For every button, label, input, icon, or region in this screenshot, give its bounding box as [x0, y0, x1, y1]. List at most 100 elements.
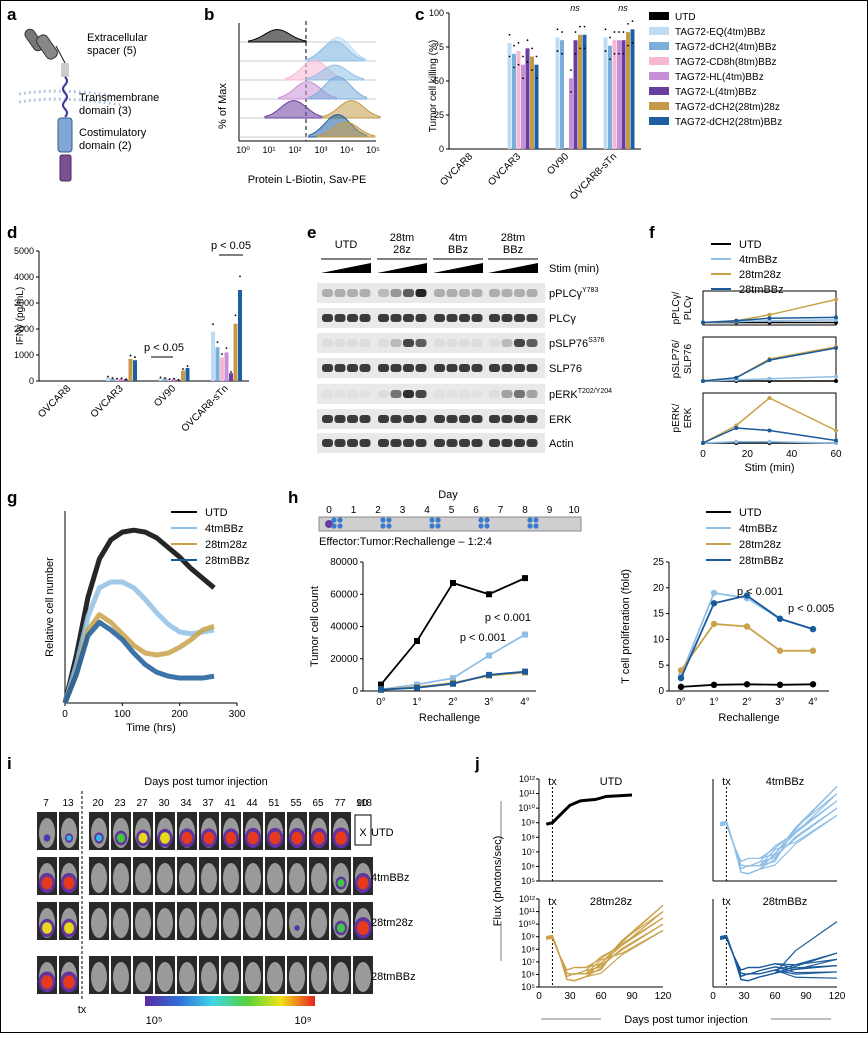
blot-band — [501, 314, 513, 322]
blot-row-label: pSLP76S376 — [549, 337, 605, 350]
bar — [534, 64, 539, 149]
blot-band — [334, 415, 346, 423]
xtick-label: 120 — [655, 991, 672, 1002]
data-point — [574, 52, 577, 55]
blot-band — [459, 364, 470, 372]
label-tm-domain: domain (3) — [79, 105, 132, 117]
xtick-label: 60 — [595, 991, 607, 1002]
ytick-label: 1000 — [14, 350, 34, 360]
data-point — [111, 377, 114, 379]
legend-swatch — [649, 57, 669, 65]
ylabel: Relative cell number — [44, 557, 56, 657]
blot-band — [459, 289, 470, 297]
histogram-tick: 10⁴ — [340, 145, 354, 155]
data-point — [677, 683, 685, 691]
tumor-dot — [429, 517, 435, 523]
stim-wedge — [377, 263, 427, 273]
mouse-body — [267, 908, 283, 938]
p-value: p < 0.001 — [460, 632, 506, 644]
histogram-tick: 10¹ — [262, 145, 275, 155]
legend-label: TAG72-EQ(4tm)BBz — [675, 27, 765, 38]
xtick-label: 120 — [829, 991, 846, 1002]
bar — [124, 379, 128, 381]
xlabel: Stim (min) — [744, 462, 794, 474]
data-point — [622, 52, 625, 55]
bar — [512, 53, 516, 149]
day-tick: 9 — [547, 505, 553, 516]
legend-label: 28tm28z — [739, 269, 781, 281]
blot-band — [335, 390, 346, 398]
ytick-label: 60000 — [330, 589, 358, 600]
ytick-label: 15 — [653, 609, 665, 620]
ytick-label: 10⁸ — [521, 944, 535, 954]
blot-row-label: Actin — [549, 438, 573, 450]
mouse-body — [157, 908, 173, 938]
blot-band — [390, 364, 402, 372]
stim-label: Stim (min) — [549, 263, 599, 275]
label-transmembrane: Transmembrane — [79, 92, 159, 104]
ytick-label: 10⁶ — [521, 861, 535, 871]
data-point — [526, 61, 529, 63]
blot-band — [459, 415, 470, 423]
day-label: 30 — [158, 798, 170, 809]
blot-band — [501, 339, 513, 347]
data-point — [234, 314, 237, 317]
legend-label: 4tmBBz — [205, 523, 244, 535]
legend-label: 28tm28z — [739, 539, 781, 551]
bar — [220, 357, 224, 381]
group-label: 28z — [393, 244, 411, 256]
blot-band — [434, 289, 445, 297]
data-point — [522, 575, 528, 582]
bar — [158, 377, 163, 381]
group-label: 28tm — [501, 232, 525, 244]
blot-band — [347, 339, 358, 347]
data-point — [107, 375, 109, 378]
data-point — [486, 671, 492, 678]
bli-signal-core — [41, 975, 53, 989]
blot-band — [403, 314, 414, 322]
ytick-label: 0 — [352, 686, 358, 697]
bar — [617, 40, 621, 150]
data-point — [508, 33, 511, 36]
data-point — [701, 441, 705, 445]
bli-signal-core — [64, 922, 74, 934]
bar — [621, 40, 626, 150]
row-label: 28tmBBz — [371, 971, 416, 983]
subplot-title: 28tmBBz — [763, 896, 808, 908]
day-label: 65 — [312, 798, 324, 809]
data-point — [604, 50, 607, 52]
effector-dot — [325, 520, 333, 528]
blot-band — [334, 364, 346, 372]
p-value: p < 0.001 — [485, 612, 531, 624]
data-point — [556, 28, 559, 31]
blot-band — [322, 439, 333, 447]
legend-swatch — [649, 102, 669, 110]
histogram-curve — [305, 40, 365, 62]
tumor-dot — [533, 523, 539, 529]
data-point — [522, 55, 524, 58]
series-line — [62, 612, 215, 704]
blot-band — [390, 390, 402, 398]
tx-label: tx — [722, 896, 731, 908]
day-label: 7 — [43, 798, 49, 809]
tumor-dot — [337, 517, 343, 523]
ytick-label: 10¹⁰ — [518, 919, 535, 929]
blot-band — [472, 390, 483, 398]
p-value: p < 0.001 — [737, 586, 783, 598]
data-point — [677, 667, 685, 674]
mouse-body — [245, 908, 261, 938]
category-label: OV90 — [545, 151, 571, 177]
blot-band — [514, 314, 525, 322]
blot-band — [347, 314, 358, 322]
data-point — [570, 90, 572, 93]
data-point — [216, 341, 219, 344]
xtick-label: 1° — [709, 697, 719, 708]
blot-band — [322, 364, 333, 372]
timeline-bar — [318, 516, 582, 532]
mouse-body — [113, 908, 129, 938]
data-point — [767, 316, 772, 321]
xlabel: Time (hrs) — [126, 722, 176, 734]
killing-legend: UTD TAG72-EQ(4tm)BBz TAG72-dCH2(4tm)BBz TAG… — [649, 12, 782, 128]
legend-label: TAG72-L(4tm)BBz — [675, 87, 757, 98]
blot-strip — [317, 433, 545, 453]
